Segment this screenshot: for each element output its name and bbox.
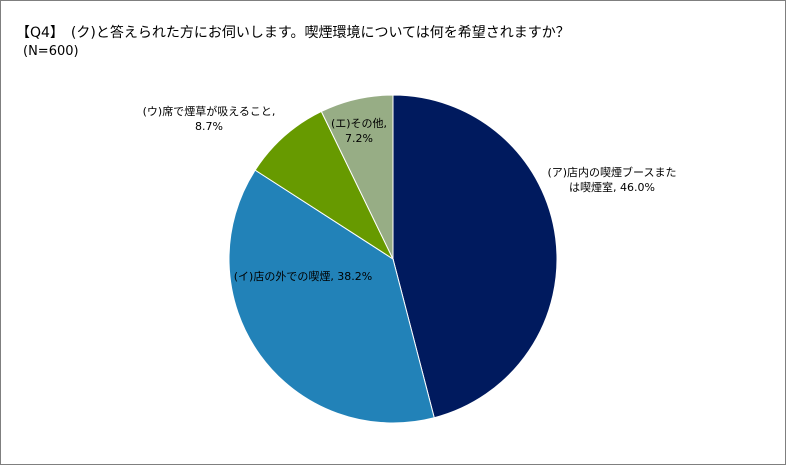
pie-slice-label-2: (イ)店の外での喫煙, 38.2% xyxy=(234,269,373,283)
chart-subtitle: (N=600) xyxy=(23,44,79,59)
pie-slice-label-4: (エ)その他, 7.2% xyxy=(331,117,387,145)
chart-title: 【Q4】 (ク)と答えられた方にお伺いします。喫煙環境については何を希望されます… xyxy=(16,25,570,41)
pie-slice-label-3: (ウ)席で煙草が吸えること, 8.7% xyxy=(143,104,276,133)
pie-slice-3 xyxy=(254,110,395,261)
pie-slice-1 xyxy=(392,94,558,419)
pie-slice-label-1: (ア)店内の喫煙ブースまたは喫煙室, 46.0% xyxy=(547,165,676,194)
pie-slice-4 xyxy=(320,94,394,260)
pie-slice-2 xyxy=(228,169,435,424)
